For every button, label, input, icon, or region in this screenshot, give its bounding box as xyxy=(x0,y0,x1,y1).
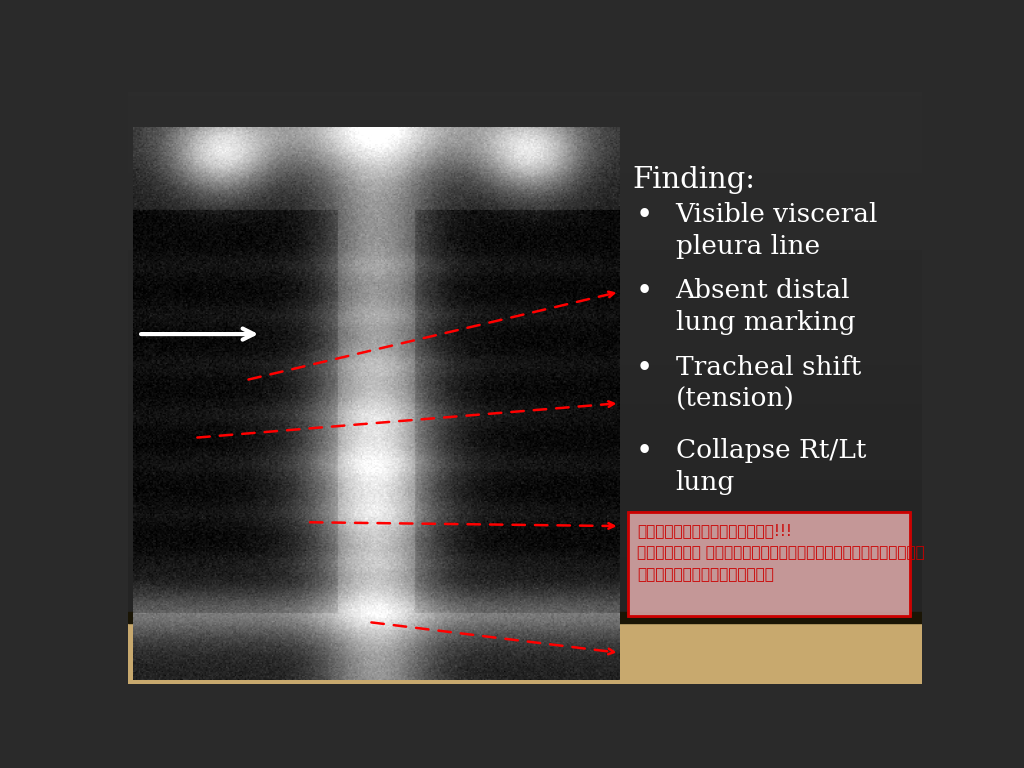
Bar xyxy=(128,612,922,623)
Bar xyxy=(628,512,909,615)
Text: Pneumothorax: Pneumothorax xyxy=(251,168,592,210)
Text: Collapse Rt/Lt
lung: Collapse Rt/Lt lung xyxy=(676,438,866,495)
Text: Absent distal
lung marking: Absent distal lung marking xyxy=(676,279,855,336)
Text: •: • xyxy=(636,279,653,306)
Bar xyxy=(128,615,922,684)
Text: Visible visceral
pleura line: Visible visceral pleura line xyxy=(676,201,878,259)
Text: Finding:: Finding: xyxy=(632,166,755,194)
Text: •: • xyxy=(636,438,653,466)
Text: •: • xyxy=(636,201,653,230)
Text: Tracheal shift
(tension): Tracheal shift (tension) xyxy=(676,356,861,412)
Bar xyxy=(628,512,909,615)
Bar xyxy=(231,166,237,305)
Text: •: • xyxy=(636,356,653,383)
Text: บอกด้านด้วยเสมอ!!!
ออกบ่อย ถ้าดูแล้วเหมือนไม่มีอะไร
ให้ระลึกไว้เสมอ: บอกด้านด้วยเสมอ!!! ออกบ่อย ถ้าดูแล้วเหมื… xyxy=(638,523,926,582)
